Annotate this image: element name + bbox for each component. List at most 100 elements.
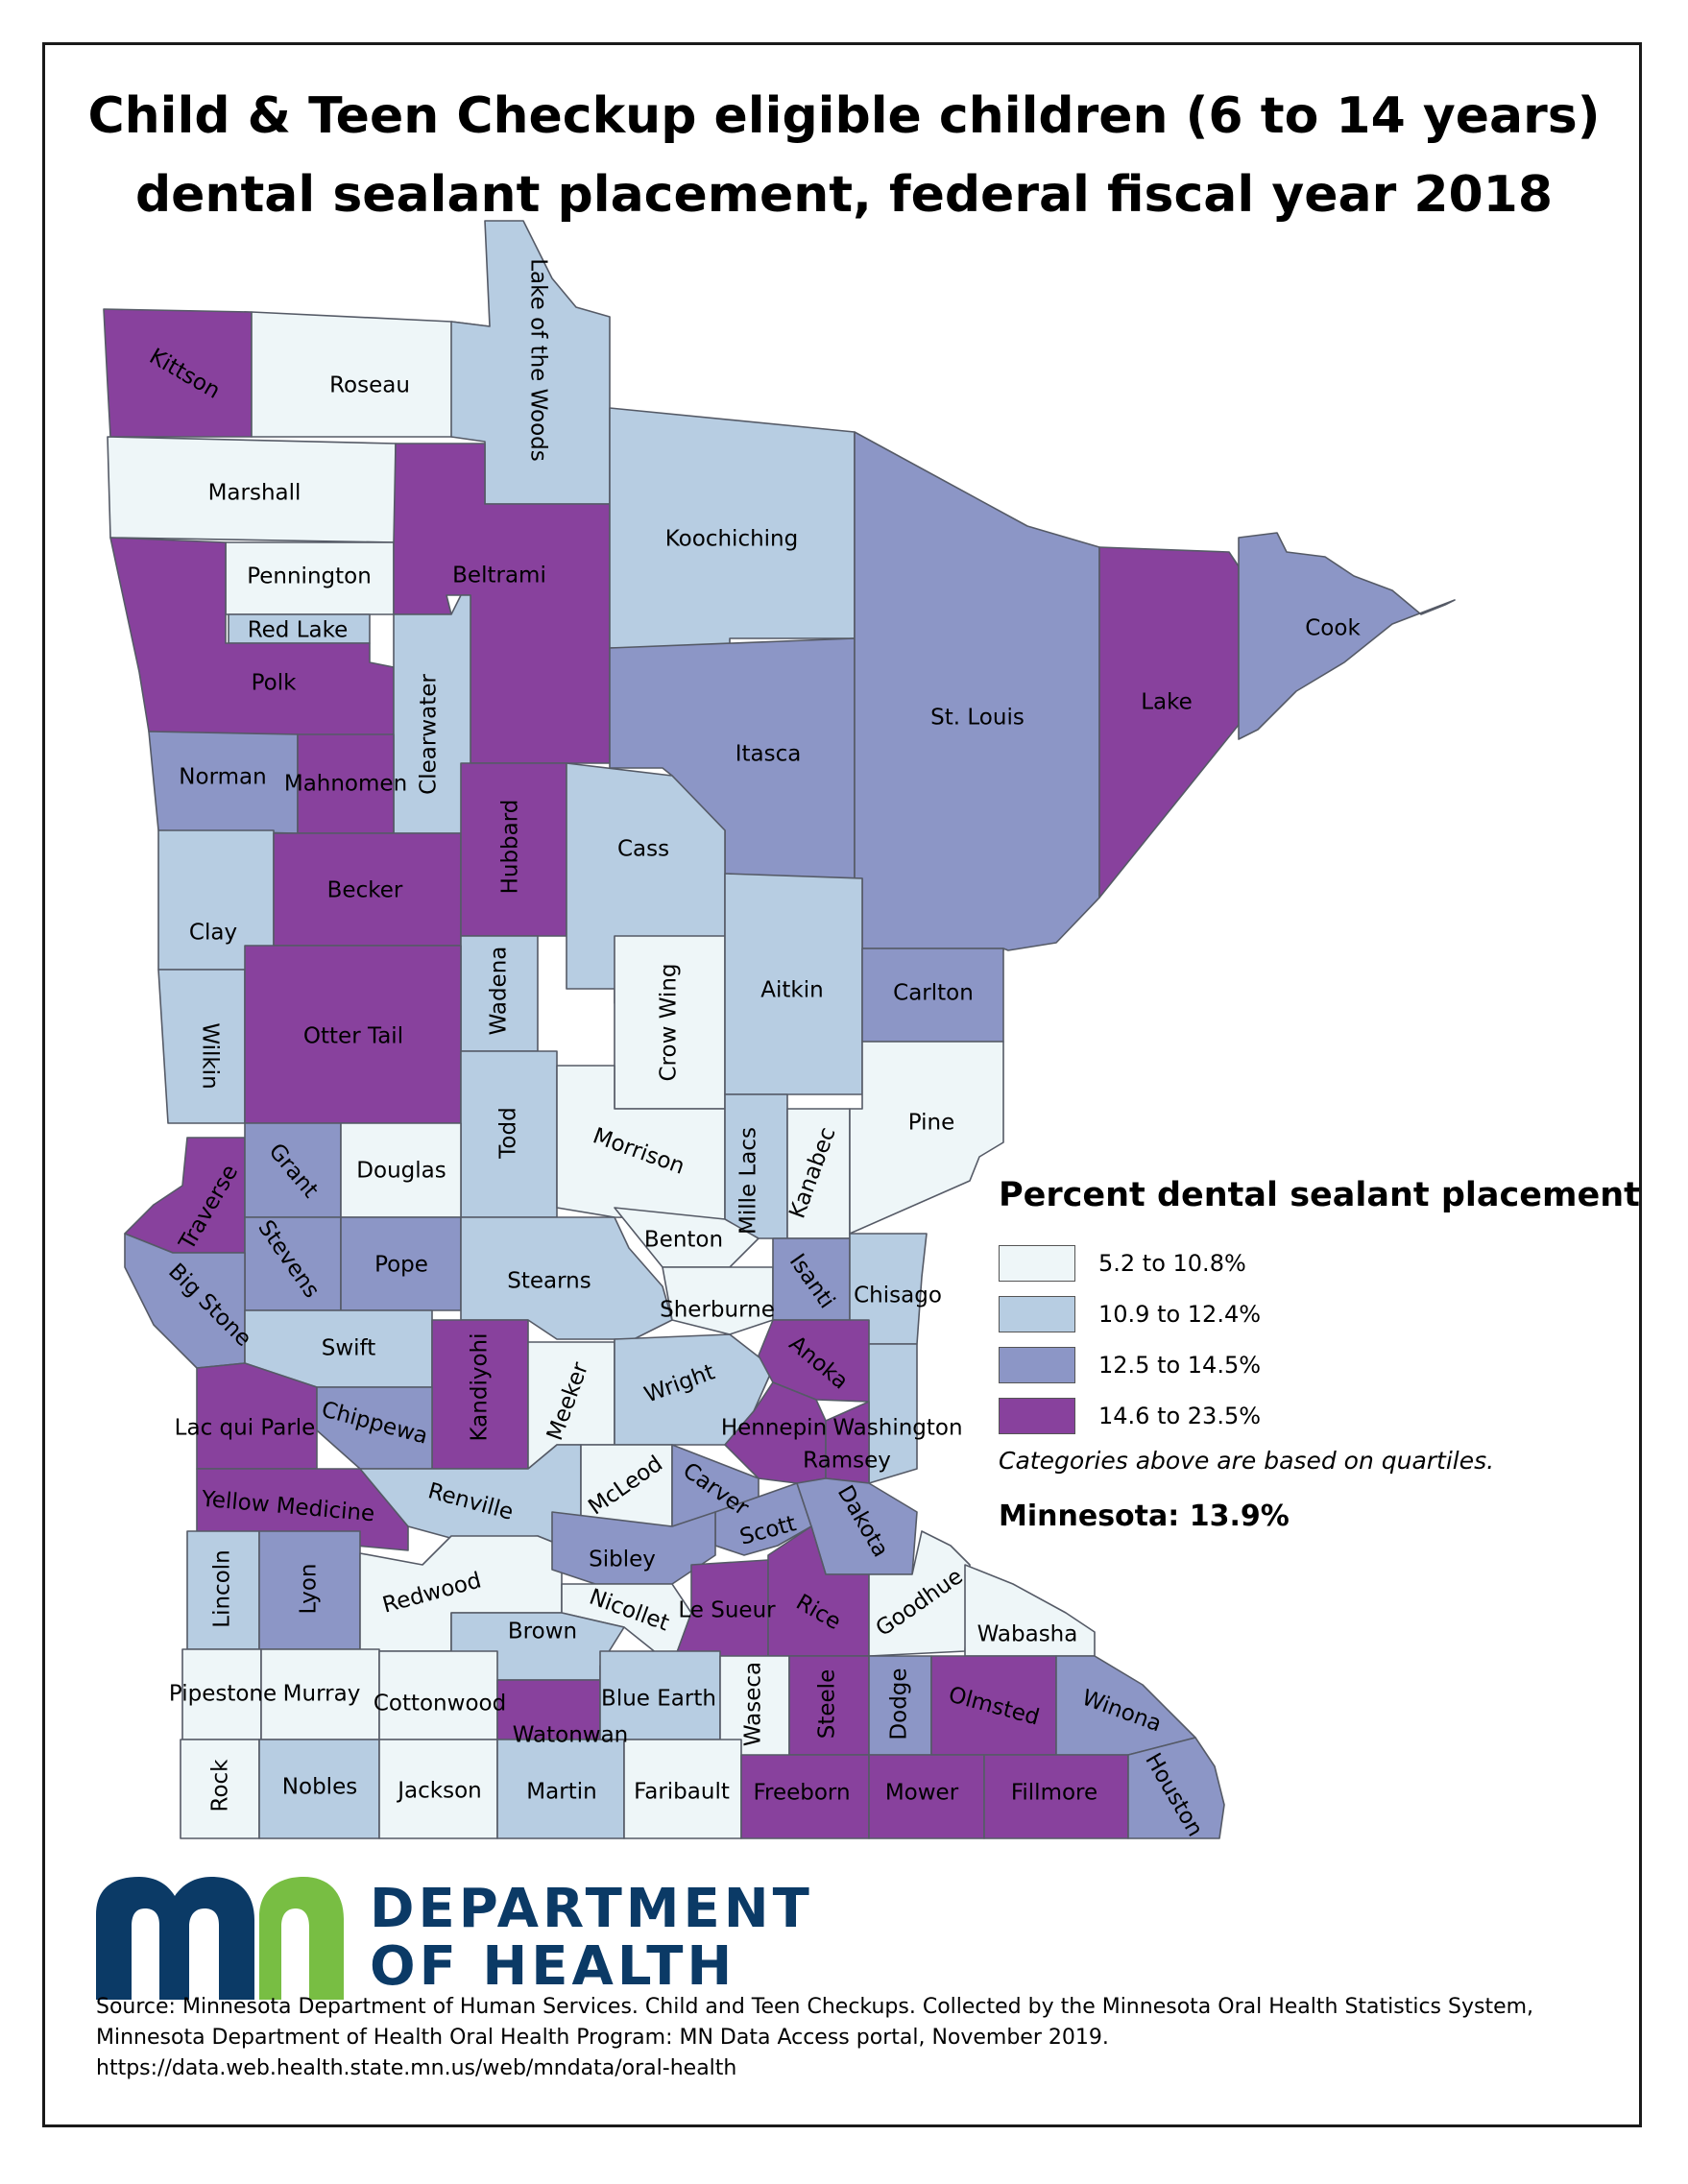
county-label-wilkin: Wilkin — [198, 1022, 223, 1089]
county-label-pennington: Pennington — [247, 564, 372, 589]
county-label-wadena: Wadena — [487, 947, 512, 1036]
county-label-le-sueur: Le Sueur — [678, 1598, 776, 1623]
county-kittson — [103, 308, 253, 438]
county-washington — [868, 1343, 918, 1484]
county-label-lake: Lake — [1141, 690, 1193, 715]
county-label-crow-wing: Crow Wing — [657, 963, 682, 1081]
legend-item: 5.2 to 10.8% — [999, 1237, 1613, 1288]
legend-item: 14.6 to 23.5% — [999, 1390, 1613, 1441]
county-label-kandiyohi: Kandiyohi — [468, 1333, 493, 1442]
county-label-rock: Rock — [208, 1759, 233, 1812]
county-yellow-medicine — [196, 1468, 409, 1551]
legend-swatch — [999, 1244, 1075, 1282]
county-houston — [1127, 1737, 1225, 1839]
logo-line-2: OF HEALTH — [370, 1935, 736, 1998]
state-total: Minnesota: 13.9% — [999, 1500, 1290, 1533]
county-label-koochiching: Koochiching — [665, 527, 798, 552]
county-label-norman: Norman — [179, 765, 266, 790]
logo-line-1: DEPARTMENT — [370, 1878, 813, 1940]
county-label-ramsey: Ramsey — [803, 1449, 891, 1474]
county-label-roseau: Roseau — [329, 373, 410, 398]
legend-item: 12.5 to 14.5% — [999, 1339, 1613, 1390]
county-label-brown: Brown — [508, 1620, 577, 1644]
county-label-faribault: Faribault — [634, 1780, 730, 1805]
county-goodhue — [868, 1530, 971, 1657]
county-label-aitkin: Aitkin — [760, 978, 823, 1003]
county-big-stone — [124, 1233, 246, 1369]
county-label-polk: Polk — [252, 671, 298, 696]
source-note: Source: Minnesota Department of Human Se… — [96, 1992, 1632, 2084]
county-label-dodge: Dodge — [887, 1668, 912, 1740]
title-line-1: Child & Teen Checkup eligible children (… — [87, 87, 1601, 145]
county-st-louis — [854, 431, 1100, 951]
county-label-lyon: Lyon — [297, 1564, 322, 1615]
county-label-otter-tail: Otter Tail — [303, 1024, 403, 1049]
county-polk — [109, 537, 395, 738]
county-label-clay: Clay — [189, 921, 237, 946]
map-title: Child & Teen Checkup eligible children (… — [0, 77, 1688, 234]
county-label-sibley: Sibley — [589, 1548, 656, 1572]
county-label-carlton: Carlton — [893, 981, 974, 1006]
county-label-lincoln: Lincoln — [210, 1549, 235, 1627]
county-label-freeborn: Freeborn — [753, 1781, 850, 1806]
county-lake-of-the-woods — [450, 220, 611, 505]
county-label-washington: Washington — [832, 1416, 962, 1441]
county-label-lake-of-the-woods: Lake of the Woods — [526, 258, 551, 462]
county-label-hennepin: Hennepin — [721, 1416, 827, 1441]
mdh-logo: DEPARTMENT OF HEALTH — [96, 1877, 826, 2002]
source-line-2: Minnesota Department of Health Oral Heal… — [96, 2026, 1109, 2050]
county-cook — [1238, 532, 1456, 740]
legend-title: Percent dental sealant placement — [999, 1176, 1640, 1214]
legend-label: 12.5 to 14.5% — [1098, 1351, 1262, 1379]
county-label-fillmore: Fillmore — [1011, 1781, 1097, 1806]
title-line-2: dental sealant placement, federal fiscal… — [134, 166, 1554, 224]
county-benton — [614, 1207, 760, 1268]
county-label-mower: Mower — [885, 1781, 959, 1806]
county-label-todd: Todd — [496, 1107, 521, 1159]
legend-label: 5.2 to 10.8% — [1098, 1249, 1246, 1277]
county-label-cass: Cass — [617, 837, 669, 862]
county-label-murray: Murray — [283, 1682, 361, 1707]
county-lake — [1098, 546, 1240, 899]
county-label-hubbard: Hubbard — [498, 800, 523, 895]
county-label-blue-earth: Blue Earth — [601, 1687, 716, 1712]
county-label-swift: Swift — [322, 1336, 376, 1361]
county-label-benton: Benton — [644, 1228, 723, 1253]
county-label-chisago: Chisago — [854, 1284, 942, 1308]
county-label-martin: Martin — [526, 1780, 596, 1805]
county-label-pine: Pine — [908, 1111, 954, 1136]
county-label-lac-qui-parle: Lac qui Parle — [175, 1416, 316, 1441]
county-label-mille-lacs: Mille Lacs — [736, 1127, 761, 1235]
legend-swatch — [999, 1397, 1075, 1434]
county-label-becker: Becker — [327, 878, 403, 903]
county-label-pipestone: Pipestone — [169, 1682, 277, 1707]
county-label-beltrami: Beltrami — [452, 564, 546, 588]
county-label-steele: Steele — [815, 1669, 840, 1739]
county-label-cook: Cook — [1305, 616, 1361, 641]
county-label-nobles: Nobles — [282, 1775, 357, 1800]
source-line-1: Source: Minnesota Department of Human Se… — [96, 1995, 1534, 2019]
mn-logo-icon — [96, 1877, 344, 2000]
county-label-pope: Pope — [374, 1253, 428, 1278]
legend-label: 14.6 to 23.5% — [1098, 1402, 1262, 1429]
county-label-mahnomen: Mahnomen — [284, 772, 407, 797]
legend-item: 10.9 to 12.4% — [999, 1288, 1613, 1339]
county-label-marshall: Marshall — [208, 481, 301, 506]
county-label-wabasha: Wabasha — [977, 1622, 1078, 1647]
county-label-douglas: Douglas — [356, 1159, 446, 1184]
mdh-logo-text: DEPARTMENT OF HEALTH — [370, 1881, 813, 1996]
county-label-clearwater: Clearwater — [417, 674, 442, 795]
legend-note: Categories above are based on quartiles. — [999, 1447, 1495, 1475]
county-label-cottonwood: Cottonwood — [374, 1692, 506, 1716]
county-label-st-louis: St. Louis — [930, 706, 1025, 731]
county-pine — [849, 1041, 1004, 1235]
county-label-jackson: Jackson — [396, 1779, 481, 1804]
county-label-waseca: Waseca — [741, 1662, 766, 1746]
county-label-watonwan: Watonwan — [513, 1723, 629, 1748]
source-line-3: https://data.web.health.state.mn.us/web/… — [96, 2056, 737, 2080]
page-frame — [42, 42, 1642, 2127]
legend-label: 10.9 to 12.4% — [1098, 1300, 1262, 1328]
county-label-itasca: Itasca — [735, 742, 802, 767]
county-label-red-lake: Red Lake — [248, 618, 349, 643]
